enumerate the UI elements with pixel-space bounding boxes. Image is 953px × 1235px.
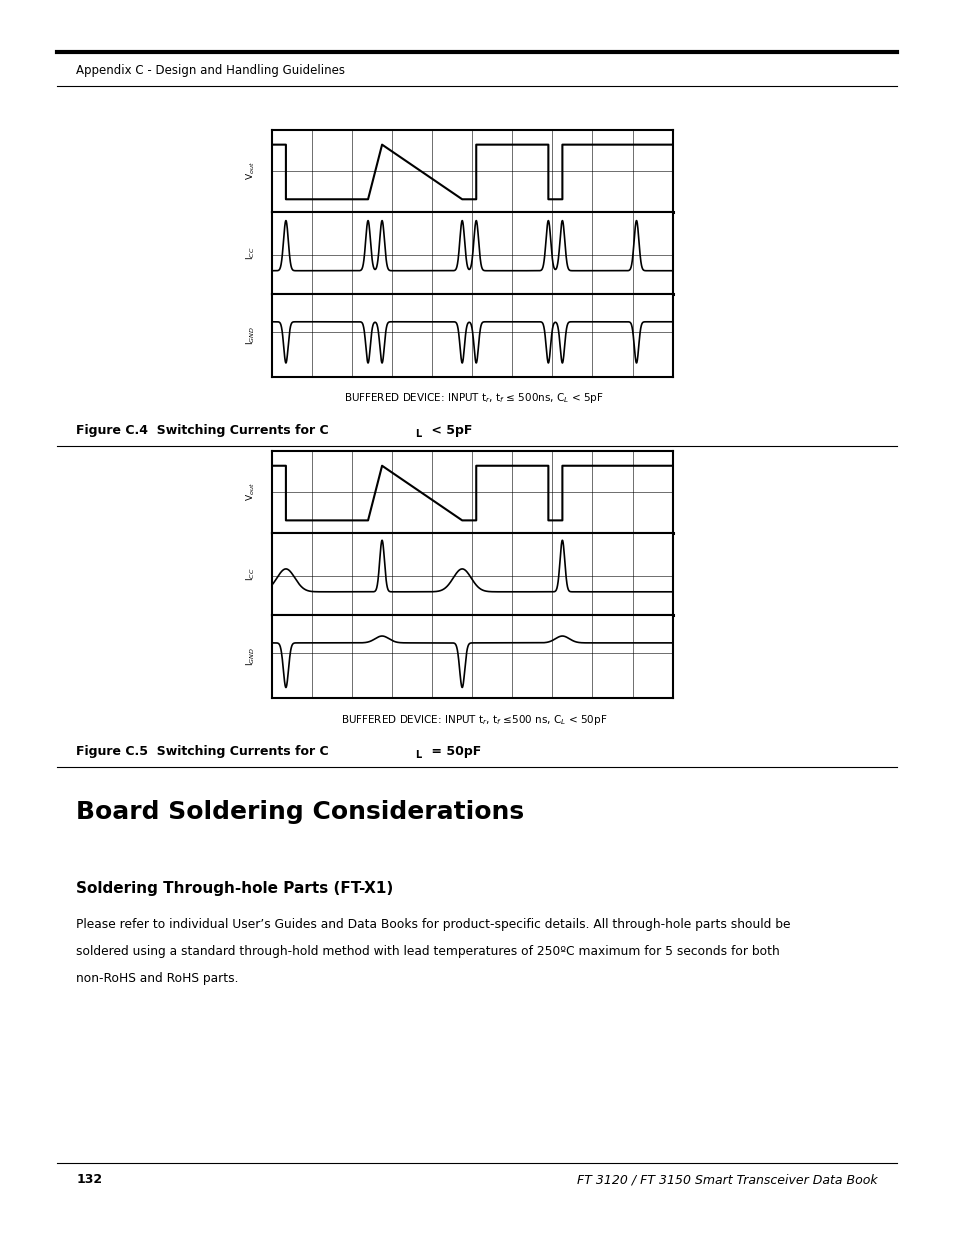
Text: I$_{CC}$: I$_{CC}$ (244, 568, 257, 580)
Text: = 50pF: = 50pF (427, 745, 481, 758)
Text: I$_{CC}$: I$_{CC}$ (244, 247, 257, 259)
Text: BUFFERED DEVICE: INPUT t$_r$, t$_f$ ≤ 500ns, C$_L$ < 5pF: BUFFERED DEVICE: INPUT t$_r$, t$_f$ ≤ 50… (344, 391, 603, 405)
Text: Please refer to individual User’s Guides and Data Books for product-specific det: Please refer to individual User’s Guides… (76, 918, 790, 931)
Text: L: L (415, 750, 421, 760)
Text: I$_{GND}$: I$_{GND}$ (244, 647, 257, 666)
Text: FT 3120 / FT 3150 Smart Transceiver Data Book: FT 3120 / FT 3150 Smart Transceiver Data… (577, 1173, 877, 1187)
Text: Soldering Through-hole Parts (FT-X1): Soldering Through-hole Parts (FT-X1) (76, 881, 394, 895)
Text: < 5pF: < 5pF (427, 424, 473, 437)
Text: V$_{out}$: V$_{out}$ (244, 483, 257, 501)
Text: Figure C.5  Switching Currents for C: Figure C.5 Switching Currents for C (76, 745, 329, 758)
Text: Figure C.4  Switching Currents for C: Figure C.4 Switching Currents for C (76, 424, 329, 437)
Text: Appendix C - Design and Handling Guidelines: Appendix C - Design and Handling Guideli… (76, 64, 345, 78)
Text: I$_{GND}$: I$_{GND}$ (244, 326, 257, 345)
Text: V$_{out}$: V$_{out}$ (244, 162, 257, 180)
Text: soldered using a standard through-hold method with lead temperatures of 250ºC ma: soldered using a standard through-hold m… (76, 945, 780, 958)
Text: Board Soldering Considerations: Board Soldering Considerations (76, 800, 524, 824)
Text: non-RoHS and RoHS parts.: non-RoHS and RoHS parts. (76, 972, 238, 986)
Text: L: L (415, 429, 421, 438)
Text: BUFFERED DEVICE: INPUT t$_r$, t$_f$ ≤500 ns, C$_L$ < 50pF: BUFFERED DEVICE: INPUT t$_r$, t$_f$ ≤500… (340, 713, 607, 726)
Text: 132: 132 (76, 1173, 102, 1187)
